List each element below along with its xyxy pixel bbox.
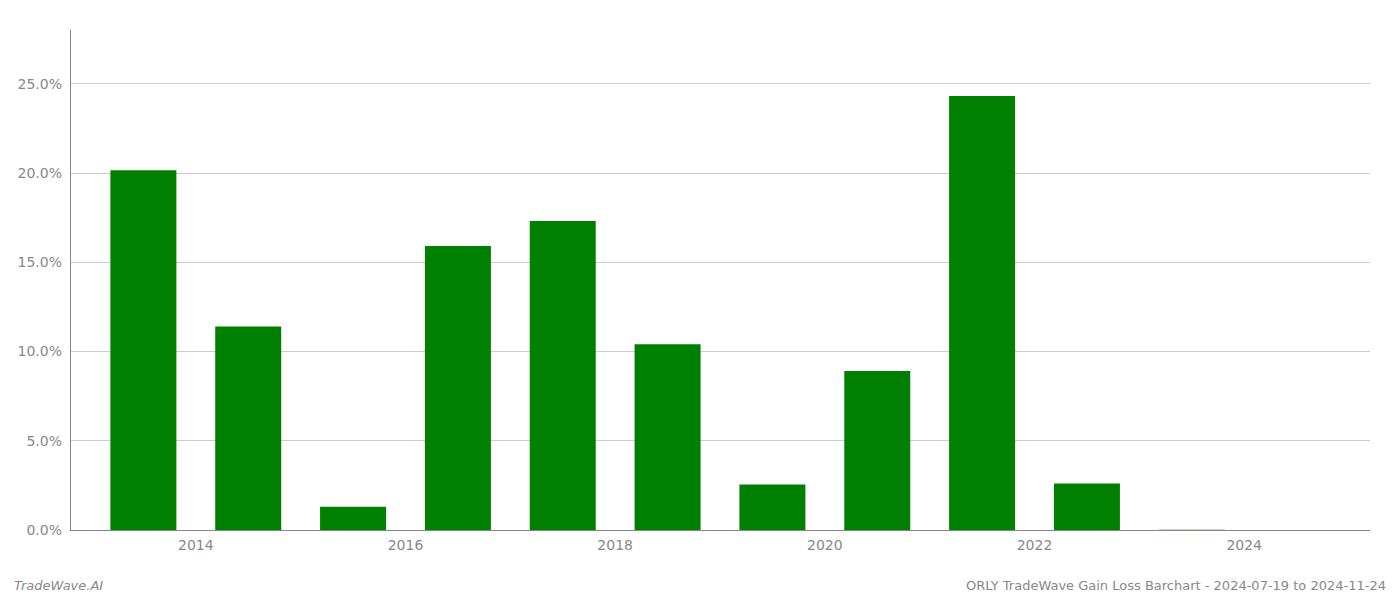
svg-text:2014: 2014 (178, 537, 214, 553)
svg-text:0.0%: 0.0% (26, 522, 62, 538)
svg-text:10.0%: 10.0% (18, 343, 62, 359)
svg-text:2018: 2018 (597, 537, 633, 553)
svg-text:2016: 2016 (388, 537, 424, 553)
svg-text:20.0%: 20.0% (18, 165, 62, 181)
svg-text:TradeWave.AI: TradeWave.AI (14, 578, 103, 593)
svg-text:15.0%: 15.0% (18, 254, 62, 270)
svg-text:2020: 2020 (807, 537, 843, 553)
svg-text:2022: 2022 (1017, 537, 1053, 553)
svg-text:25.0%: 25.0% (18, 76, 62, 92)
svg-text:5.0%: 5.0% (26, 433, 62, 449)
svg-text:2024: 2024 (1226, 537, 1262, 553)
svg-text:ORLY TradeWave Gain Loss Barch: ORLY TradeWave Gain Loss Barchart - 2024… (966, 578, 1386, 593)
